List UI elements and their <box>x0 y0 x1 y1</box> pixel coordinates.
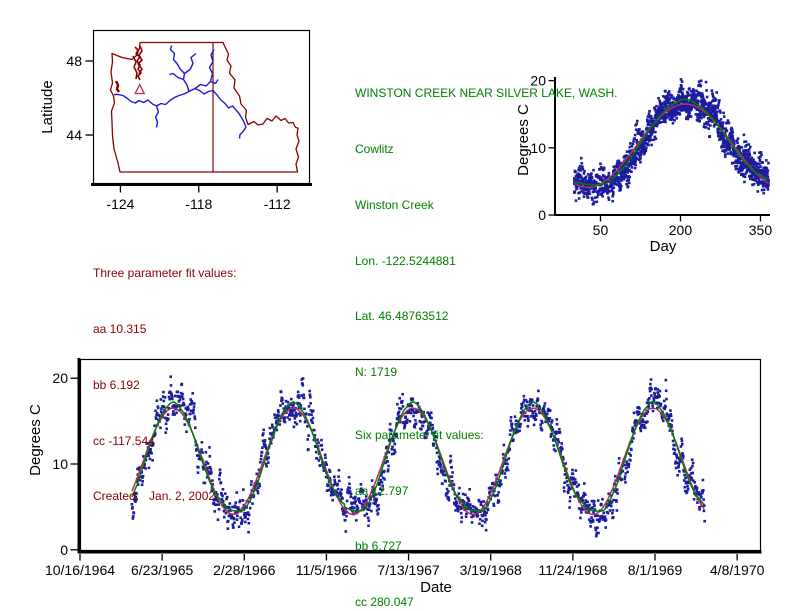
doy-y-tick-label: 0 <box>538 207 546 223</box>
site-title: WINSTON CREEK NEAR SILVER LAKE, WASH. <box>355 86 618 101</box>
ts-x-tick-label: 11/24/1968 <box>538 562 607 578</box>
ts-x-tick-label: 7/13/1967 <box>377 562 439 578</box>
doy-axis-ticks: 50 200 350 0 10 20 <box>530 73 772 238</box>
map-axis-ticks: -124 -118 -112 48 44 <box>66 53 290 212</box>
map-x-tick-label: -112 <box>264 196 291 212</box>
three-param-cc: cc -117.544 <box>93 433 155 448</box>
created-date: Created: Jan. 2, 2002 <box>93 489 216 504</box>
six-param-heading: Six parameter fit values: <box>355 427 484 442</box>
ts-three-parameter-fit-curve <box>131 407 705 516</box>
site-n-count: N: 1719 <box>355 365 398 380</box>
ts-x-tick-label: 3/19/1968 <box>460 562 522 578</box>
doy-x-tick-label: 350 <box>749 222 773 238</box>
site-latitude: Lat. 46.48763512 <box>355 309 449 324</box>
grays-harbor-shoreline <box>114 80 121 93</box>
three-param-aa: aa 10.315 <box>93 321 147 336</box>
six-param-cc: cc 280.047 <box>355 595 414 610</box>
ts-y-tick-label: 0 <box>60 542 68 558</box>
ts-x-axis-title: Date <box>420 579 452 596</box>
map-y-axis-title: Latitude <box>39 80 56 133</box>
site-info-block: WINSTON CREEK NEAR SILVER LAKE, WASH. Co… <box>355 47 618 611</box>
map-x-tick-label: -118 <box>185 196 212 212</box>
map-x-tick-label: -124 <box>106 196 134 212</box>
ts-y-tick-label: 20 <box>52 370 68 386</box>
three-param-heading: Three parameter fit values: <box>93 266 237 281</box>
ts-x-tick-label: 8/1/1969 <box>628 562 683 578</box>
site-longitude: Lon. -122.5244881 <box>355 253 456 268</box>
doy-y-tick-label: 10 <box>530 140 546 156</box>
station-triangle-marker <box>134 83 146 95</box>
doy-x-tick-label: 50 <box>593 222 609 238</box>
ts-y-tick-label: 10 <box>52 456 68 472</box>
puget-sound-shoreline <box>132 45 143 81</box>
ts-axis-ticks: 10/16/1964 6/23/1965 2/28/1966 11/5/1966 7/1… <box>45 370 765 578</box>
map-bottom-axis <box>91 183 312 186</box>
ts-x-tick-label: 10/16/1964 <box>45 562 115 578</box>
ts-y-axis-title: Degrees C <box>27 404 44 476</box>
doy-x-axis-title: Day <box>650 238 677 255</box>
six-param-aa: aa 12.797 <box>355 483 409 498</box>
river-columbia-snake <box>114 45 247 139</box>
day-of-year-plot: 50 200 350 0 10 20 Degrees C Day <box>515 73 772 255</box>
ts-left-axis <box>77 358 81 554</box>
doy-y-axis-title: Degrees C <box>515 104 532 176</box>
time-series-plot: 10/16/1964 6/23/1965 2/28/1966 11/5/1966 7/1… <box>27 358 765 596</box>
ts-bottom-axis <box>77 550 762 554</box>
map-frame <box>92 29 311 185</box>
ts-x-tick-label: 4/8/1970 <box>710 562 765 578</box>
three-param-block: Three parameter fit values: aa 10.315 bb… <box>93 227 236 543</box>
map-y-tick-label: 48 <box>66 53 82 69</box>
six-parameter-fit-curve <box>574 98 769 186</box>
ts-six-parameter-fit-curve <box>131 400 705 512</box>
three-parameter-fit-curve <box>573 103 769 189</box>
site-basin: Cowlitz <box>355 141 394 156</box>
doy-x-tick-label: 200 <box>669 222 693 238</box>
ts-x-tick-label: 11/5/1966 <box>296 562 357 578</box>
ts-fit-curves <box>131 400 705 516</box>
map-y-tick-label: 44 <box>66 127 82 143</box>
site-stream: Winston Creek <box>355 197 434 212</box>
doy-fit-curves <box>573 98 769 189</box>
map-plot: Latitude -124 -118 -112 48 44 <box>39 29 312 212</box>
three-param-bb: bb 6.192 <box>93 377 140 392</box>
six-param-bb: bb 6.727 <box>355 539 402 554</box>
doy-y-tick-label: 20 <box>530 73 546 89</box>
state-borders <box>109 41 300 173</box>
ts-x-tick-label: 6/23/1965 <box>131 562 193 578</box>
ts-x-tick-label: 2/28/1966 <box>213 562 275 578</box>
